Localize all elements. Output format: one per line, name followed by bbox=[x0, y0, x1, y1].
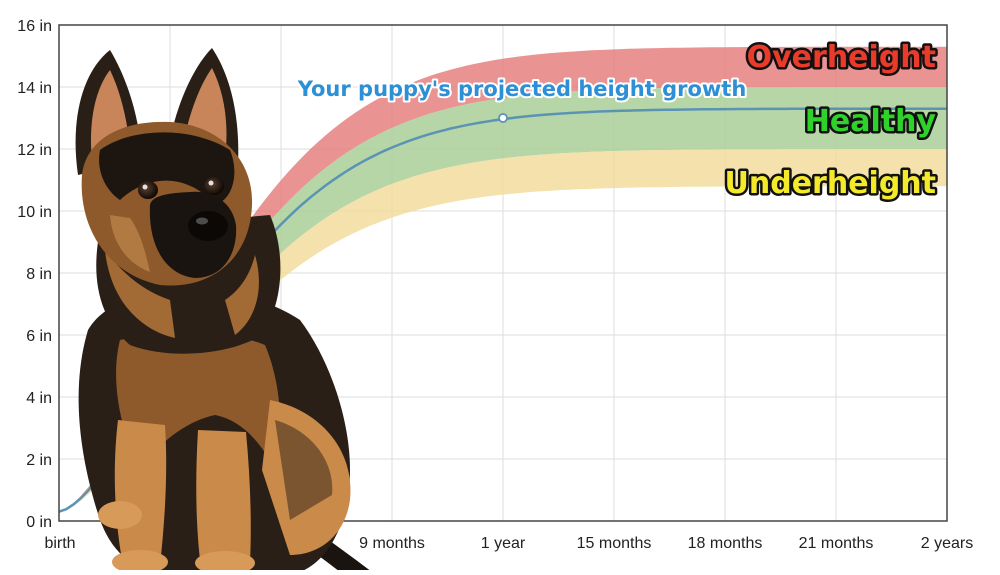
y-tick-label-8: 16 in bbox=[17, 18, 52, 35]
band-label-underheight: Underheight bbox=[725, 166, 937, 201]
y-tick-label-7: 14 in bbox=[17, 80, 52, 97]
plot-frame bbox=[58, 24, 948, 522]
x-tick-label-8: 2 years bbox=[921, 535, 973, 552]
series-label-layer: Your puppy's projected height growth bbox=[295, 75, 749, 103]
band-underheight bbox=[59, 149, 947, 512]
y-tick-label-0: 0 in bbox=[26, 514, 52, 531]
band-healthy bbox=[59, 87, 947, 512]
x-tick-label-6: 18 months bbox=[688, 535, 763, 552]
y-tick-label-3: 6 in bbox=[26, 328, 52, 345]
y-tick-label-1: 2 in bbox=[26, 452, 52, 469]
german-shepherd-puppy-photo bbox=[75, 48, 372, 575]
series-marker-point bbox=[498, 113, 508, 123]
y-tick-label-4: 8 in bbox=[26, 266, 52, 283]
x-tick-label-4: 1 year bbox=[481, 535, 526, 552]
x-tick-label-3: 9 months bbox=[359, 535, 425, 552]
band-areas bbox=[59, 46, 947, 512]
band-label-overheight: Overheight bbox=[747, 40, 936, 75]
x-tick-label-7: 21 months bbox=[799, 535, 874, 552]
x-tick-label-5: 15 months bbox=[577, 535, 652, 552]
x-tick-label-0: birth bbox=[44, 535, 75, 552]
y-tick-label-2: 4 in bbox=[26, 390, 52, 407]
y-axis-tick-labels: 0 in 2 in 4 in 6 in 8 in 10 in 12 in 14 in 16 in bbox=[17, 18, 52, 531]
band-label-healthy: Healthy bbox=[805, 104, 937, 139]
band-labels: Overheight Healthy Underheight bbox=[722, 38, 939, 204]
y-tick-label-6: 12 in bbox=[17, 142, 52, 159]
y-tick-label-5: 10 in bbox=[17, 204, 52, 221]
series-label-projected-height: Your puppy's projected height growth bbox=[297, 77, 747, 101]
